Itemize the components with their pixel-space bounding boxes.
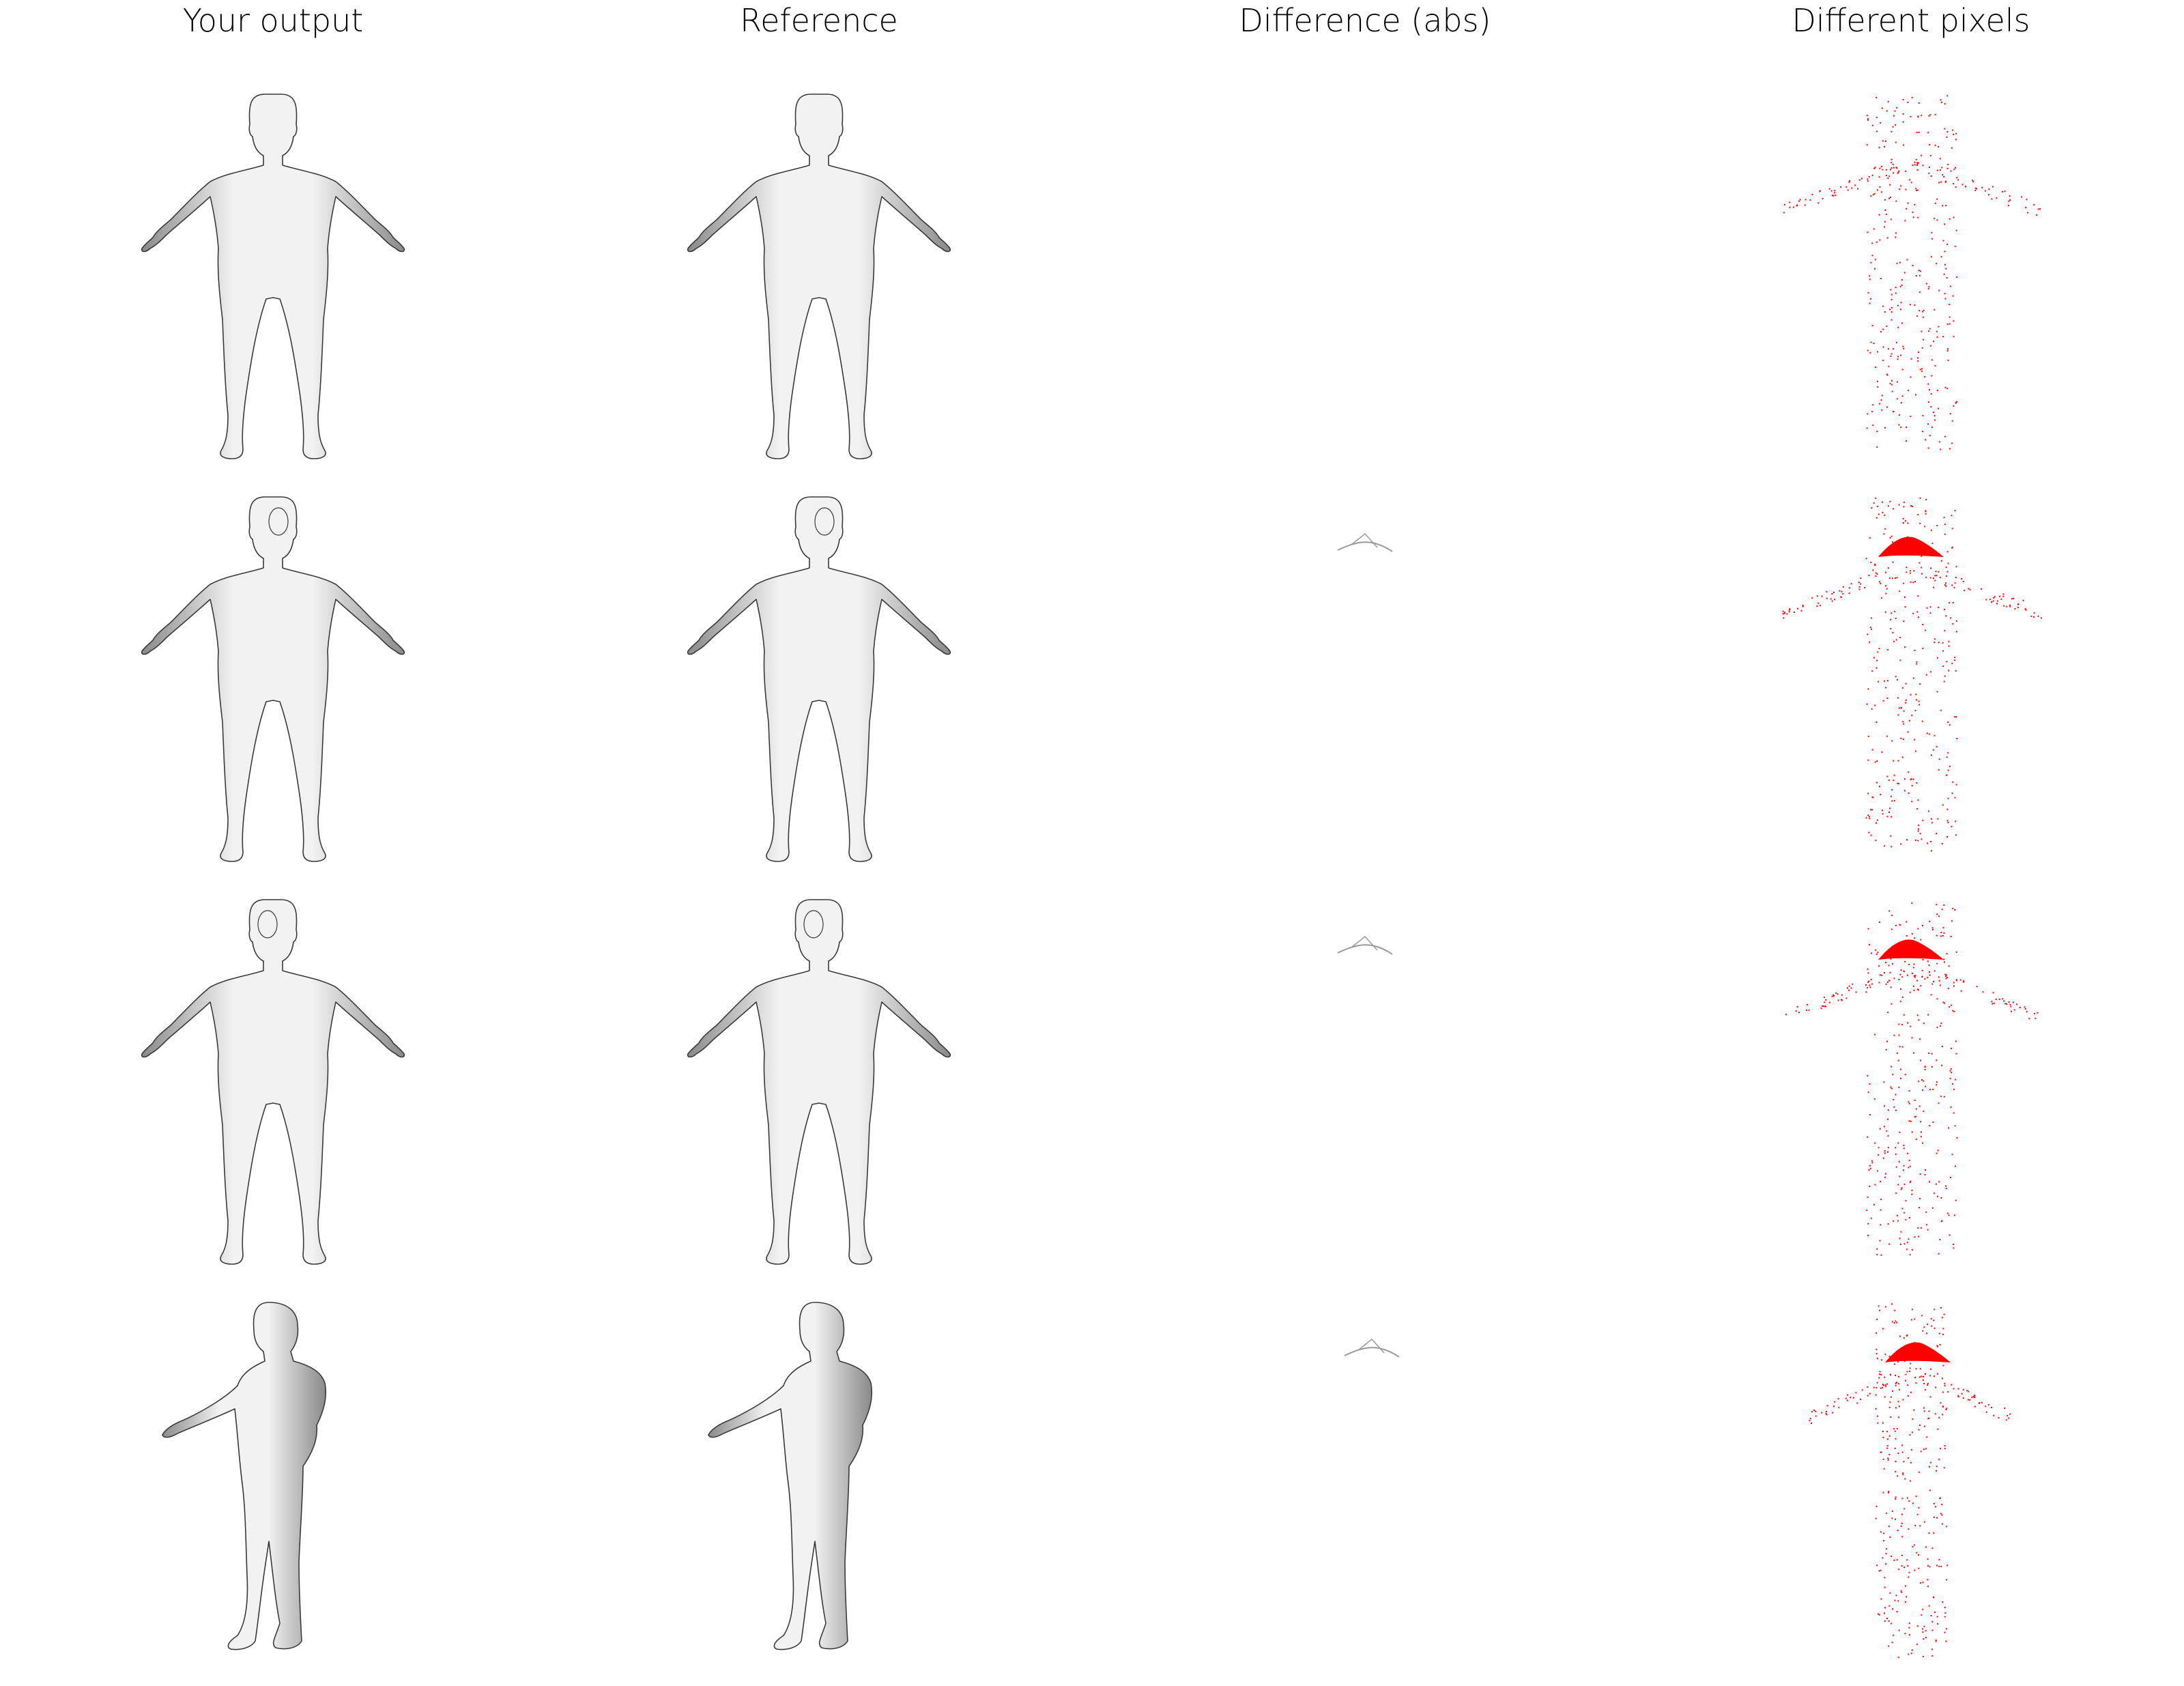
cell-render-row-4 xyxy=(546,1276,1092,1686)
difference-speckles xyxy=(1782,497,2042,852)
neck-diff-region xyxy=(1337,532,1393,552)
neck-different-pixels xyxy=(1885,1342,1951,1362)
abs-diff-image xyxy=(1337,532,1393,552)
render-image xyxy=(687,94,951,459)
human-body-mesh xyxy=(141,899,405,1265)
column-header-different-pixels: Different pixels xyxy=(1792,2,2030,39)
render-image xyxy=(687,899,951,1265)
cell-render-row-3 xyxy=(546,874,1092,1283)
cell-render-row-2 xyxy=(0,471,546,881)
abs-diff-image xyxy=(1092,68,1638,478)
cell-abs-diff-row-3 xyxy=(1092,874,1638,1283)
neck-different-pixels xyxy=(1878,939,1944,960)
difference-speckles xyxy=(1785,902,2039,1256)
cell-render-row-4 xyxy=(0,1276,546,1686)
column-header-output: Your output xyxy=(182,2,364,39)
pixel-mask-image xyxy=(1783,95,2041,451)
neck-different-pixels xyxy=(1878,537,1944,557)
human-body-mesh xyxy=(708,1302,873,1651)
cell-abs-diff-row-2 xyxy=(1092,471,1638,881)
render-image xyxy=(687,496,951,862)
abs-diff-image xyxy=(1344,1338,1400,1358)
render-image xyxy=(708,1302,873,1651)
cell-pixel-mask-row-1 xyxy=(1638,68,2184,478)
cell-pixel-mask-row-4 xyxy=(1638,1276,2184,1686)
cell-render-row-2 xyxy=(546,471,1092,881)
human-body-mesh xyxy=(141,94,405,459)
difference-speckles xyxy=(1809,1303,2011,1659)
cell-pixel-mask-row-3 xyxy=(1638,874,2184,1283)
human-body-mesh xyxy=(162,1302,327,1651)
neck-diff-region xyxy=(1337,935,1393,955)
pixel-mask-image xyxy=(1809,1303,2011,1659)
human-body-mesh xyxy=(687,94,951,459)
cell-abs-diff-row-4 xyxy=(1092,1276,1638,1686)
neck-diff-region xyxy=(1344,1338,1400,1358)
render-image xyxy=(141,899,405,1265)
render-image xyxy=(141,496,405,862)
human-body-mesh xyxy=(141,496,405,862)
cell-render-row-1 xyxy=(546,68,1092,478)
cell-pixel-mask-row-2 xyxy=(1638,471,2184,881)
column-header-reference: Reference xyxy=(740,2,898,39)
cell-render-row-3 xyxy=(0,874,546,1283)
human-body-mesh xyxy=(687,496,951,862)
abs-diff-image xyxy=(1337,935,1393,955)
column-header-difference-abs: Difference (abs) xyxy=(1239,2,1491,39)
cell-render-row-1 xyxy=(0,68,546,478)
pixel-mask-image xyxy=(1782,497,2042,852)
render-image xyxy=(141,94,405,459)
render-image xyxy=(162,1302,327,1651)
cell-abs-diff-row-1 xyxy=(1092,68,1638,478)
difference-speckles xyxy=(1783,95,2041,451)
human-body-mesh xyxy=(687,899,951,1265)
pixel-mask-image xyxy=(1785,902,2039,1256)
